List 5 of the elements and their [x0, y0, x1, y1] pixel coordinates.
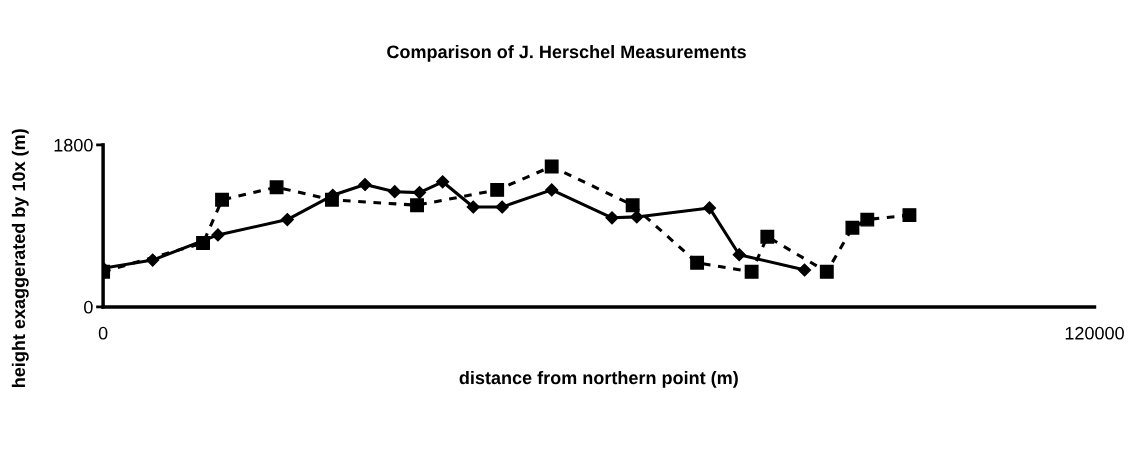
x-tick-label: 120000 [1065, 326, 1124, 340]
x-axis-title: distance from northern point (m) [459, 370, 738, 388]
chart-title: Comparison of J. Herschel Measurements [387, 45, 746, 62]
y-tick-label: 1800 [54, 138, 93, 152]
y-axis-title: height exaggerated by 10x (m) [11, 129, 29, 387]
